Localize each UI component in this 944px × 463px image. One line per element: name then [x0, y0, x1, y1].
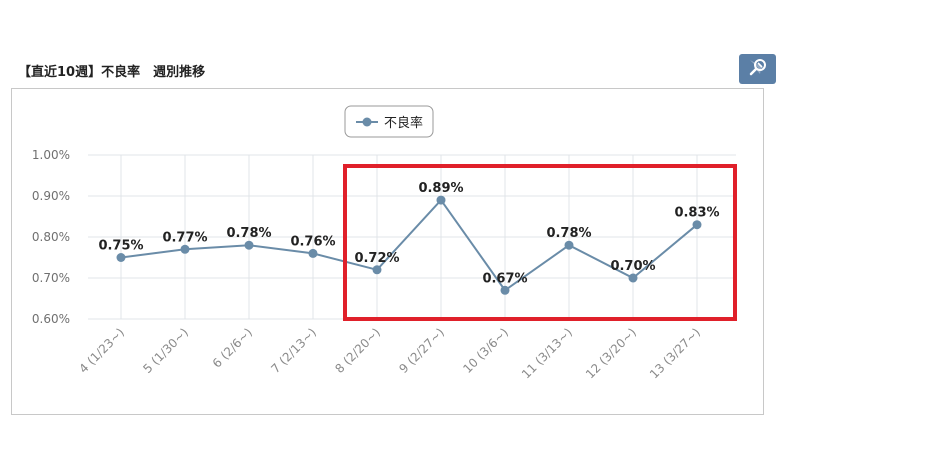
x-tick-label: 8 (2/20~)	[332, 325, 383, 376]
data-label: 0.67%	[482, 271, 527, 286]
y-tick-label: 0.60%	[32, 312, 70, 326]
data-point	[500, 285, 510, 295]
x-tick-label: 4 (1/23~)	[76, 325, 127, 376]
x-tick-label: 9 (2/27~)	[396, 325, 447, 376]
x-tick-label: 7 (2/13~)	[268, 325, 319, 376]
legend-point-marker	[362, 117, 372, 127]
y-tick-label: 0.90%	[32, 189, 70, 203]
data-point	[180, 244, 190, 254]
data-label: 0.75%	[98, 239, 143, 254]
chart-export-button[interactable]	[739, 54, 776, 84]
x-tick-label: 6 (2/6~)	[210, 325, 255, 370]
line-chart: 0.60% 0.70% 0.80% 0.90% 1.00% 4 (1/23~) 5 (1/3…	[32, 105, 737, 381]
chart-title: 【直近10週】不良率 週別推移	[18, 65, 206, 80]
y-tick-label: 0.80%	[32, 230, 70, 244]
data-label: 0.78%	[226, 226, 271, 241]
data-label: 0.70%	[610, 259, 655, 274]
y-tick-label: 0.70%	[32, 271, 70, 285]
legend-label: 不良率	[384, 115, 423, 131]
x-tick-label: 12 (3/20~)	[583, 325, 639, 381]
legend-box	[344, 105, 434, 138]
data-point	[244, 240, 254, 250]
x-tick-label: 13 (3/27~)	[647, 325, 703, 381]
data-label: 0.89%	[418, 181, 463, 196]
y-tick-label: 1.00%	[32, 148, 70, 162]
data-point	[308, 248, 318, 258]
x-tick-label: 5 (1/30~)	[140, 325, 191, 376]
data-label: 0.76%	[290, 234, 335, 249]
data-label: 0.83%	[674, 206, 719, 221]
series-line	[120, 198, 698, 292]
data-label: 0.77%	[162, 230, 207, 245]
data-point	[436, 195, 446, 205]
data-point	[564, 240, 574, 250]
data-label: 0.78%	[546, 226, 591, 241]
data-label: 0.72%	[354, 251, 399, 266]
x-tick-label: 11 (3/13~)	[519, 325, 575, 381]
data-point	[692, 220, 702, 230]
data-point	[628, 273, 638, 283]
data-point	[372, 265, 382, 275]
data-point	[116, 253, 126, 262]
x-tick-label: 10 (3/6~)	[460, 325, 511, 376]
highlight-annotation	[343, 164, 737, 321]
chart-container: 0.60% 0.70% 0.80% 0.90% 1.00% 4 (1/23~) 5 (1/3…	[11, 88, 764, 415]
chart-export-icon	[747, 56, 769, 82]
